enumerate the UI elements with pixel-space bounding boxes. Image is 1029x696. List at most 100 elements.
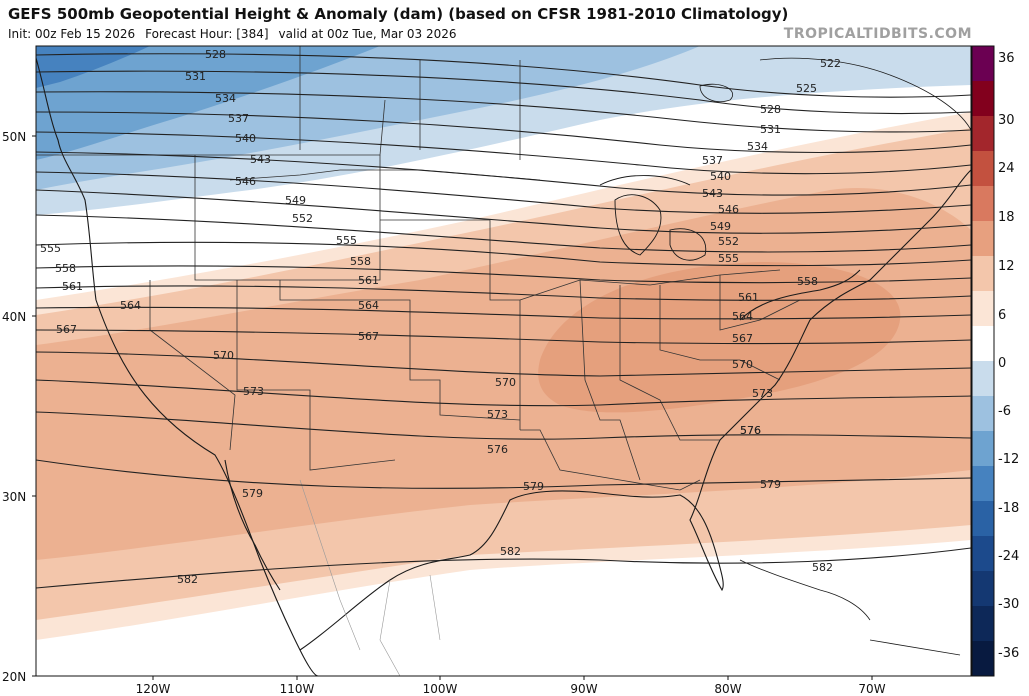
- colorbar-swatch: [972, 361, 994, 397]
- map-title: GEFS 500mb Geopotential Height & Anomaly…: [8, 5, 789, 23]
- colorbar-swatch: [972, 81, 994, 117]
- contour-537: [36, 111, 971, 154]
- contour-552: [36, 214, 971, 253]
- colorbar-swatch: [972, 571, 994, 607]
- colorbar-label: -30: [998, 597, 1019, 612]
- contour-label: 579: [523, 480, 544, 493]
- contour-558: [36, 265, 971, 284]
- latitude-ticks: [32, 135, 36, 677]
- colorbar-label: -12: [998, 452, 1019, 467]
- colorbar-swatch: [972, 221, 994, 257]
- map-panel: 528 531 534 537 540 543 546 549 552 555 …: [36, 46, 971, 676]
- contour-label: 582: [177, 573, 198, 586]
- coastlines: [36, 57, 971, 676]
- colorbar-label: 0: [998, 356, 1006, 371]
- contour-label: 525: [796, 82, 817, 95]
- lon-label: 100W: [423, 682, 458, 696]
- contour-label: 528: [205, 48, 226, 61]
- contour-label: 534: [215, 92, 236, 105]
- colorbar-swatch: [972, 466, 994, 502]
- contour-540: [36, 131, 971, 175]
- colorbar-label: 24: [998, 161, 1015, 176]
- contour-label: 558: [55, 262, 76, 275]
- colorbar-label: -24: [998, 549, 1019, 564]
- contour-label: 534: [747, 140, 768, 153]
- valid-time: valid at 00z Tue, Mar 03 2026: [278, 27, 457, 41]
- colorbar-swatch: [972, 151, 994, 187]
- contour-label: 570: [213, 349, 234, 362]
- lon-label: 120W: [136, 682, 171, 696]
- contour-label: 537: [702, 154, 723, 167]
- contour-label: 564: [120, 299, 141, 312]
- contour-531: [36, 70, 971, 115]
- lat-label: 40N: [2, 310, 26, 324]
- lat-label: 20N: [2, 670, 26, 684]
- map-subtitle: Init: 00z Feb 15 2026 Forecast Hour: [384…: [8, 27, 467, 41]
- colorbar-label: 18: [998, 210, 1015, 225]
- colorbar-swatch: [972, 501, 994, 537]
- colorbar-label: -36: [998, 646, 1019, 661]
- mexico-borders: [299, 479, 441, 676]
- contour-label: 555: [336, 234, 357, 247]
- contour-label: 546: [235, 175, 256, 188]
- contour-543: [36, 151, 971, 196]
- great-lakes: [599, 175, 707, 261]
- colorbar-label: -18: [998, 501, 1019, 516]
- contour-label: 573: [752, 387, 773, 400]
- colorbar-swatch: [972, 186, 994, 222]
- colorbar-labels: 36 30 24 18 12 6 0 -6 -12 -18 -24 -30 -3…: [998, 51, 1019, 661]
- contour-label: 561: [738, 291, 759, 304]
- islands: [699, 57, 971, 656]
- lon-label: 70W: [858, 682, 885, 696]
- contour-label: 537: [228, 112, 249, 125]
- contour-label: 576: [740, 424, 761, 437]
- contour-528: [36, 53, 971, 98]
- contour-label: 543: [702, 187, 723, 200]
- contour-579: [36, 459, 971, 489]
- contour-label: 561: [62, 280, 83, 293]
- contour-561: [36, 285, 971, 301]
- contour-labels-left: 528 531 534 537 540 543 546 549 552 555 …: [40, 48, 761, 586]
- contour-label: 573: [243, 385, 264, 398]
- lon-label: 110W: [280, 682, 315, 696]
- contour-label: 540: [710, 170, 731, 183]
- contour-label: 582: [812, 561, 833, 574]
- contour-label: 549: [285, 194, 306, 207]
- colorbar-swatch: [972, 606, 994, 642]
- contour-label: 555: [40, 242, 61, 255]
- contour-570: [36, 351, 971, 377]
- contour-label: 564: [732, 310, 753, 323]
- contour-label: 531: [760, 123, 781, 136]
- contour-label: 576: [487, 443, 508, 456]
- longitude-labels: 120W 110W 100W 90W 80W 70W: [136, 682, 886, 696]
- colorbar-label: 36: [998, 51, 1015, 66]
- contour-label: 579: [760, 478, 781, 491]
- contour-label: 564: [358, 299, 379, 312]
- anomaly-fill-negative-18: [36, 46, 380, 160]
- colorbar-swatch: [972, 396, 994, 432]
- contour-573: [36, 379, 971, 407]
- contour-label: 543: [250, 153, 271, 166]
- contour-label: 558: [350, 255, 371, 268]
- map-frame: [35, 45, 972, 677]
- longitude-ticks: [152, 676, 873, 680]
- latitude-labels: 50N 40N 30N 20N: [2, 130, 26, 684]
- colorbar-swatch: [972, 641, 994, 677]
- contour-label: 549: [710, 220, 731, 233]
- colorbar-label: 6: [998, 308, 1006, 323]
- lat-label: 30N: [2, 490, 26, 504]
- contour-label: 567: [732, 332, 753, 345]
- contour-label: 567: [358, 330, 379, 343]
- init-time: Init: 00z Feb 15 2026: [8, 27, 136, 41]
- contour-567: [36, 329, 971, 345]
- colorbar: [971, 45, 995, 677]
- contour-label: 540: [235, 132, 256, 145]
- colorbar-label: 30: [998, 113, 1015, 128]
- contour-label: 576: [740, 424, 761, 437]
- contour-label: 555: [718, 252, 739, 265]
- contour-549: [36, 189, 971, 234]
- height-contours: [36, 53, 971, 589]
- contour-label: 558: [797, 275, 818, 288]
- contour-label: 531: [185, 70, 206, 83]
